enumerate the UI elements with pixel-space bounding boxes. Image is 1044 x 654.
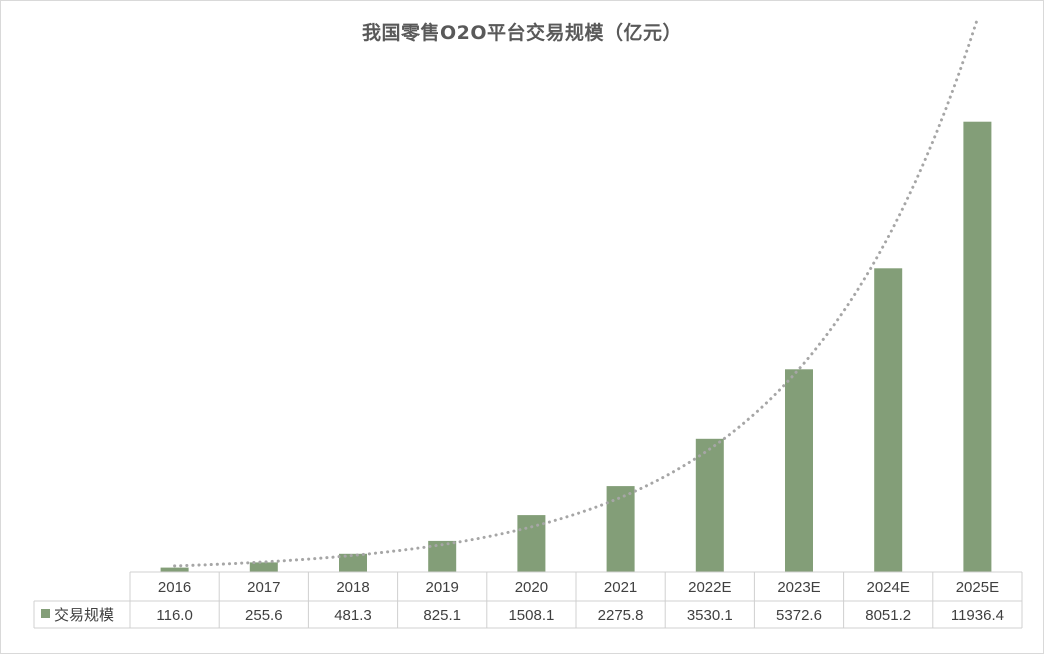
bar-2022E <box>695 438 724 572</box>
data-label: 8051.2 <box>865 607 911 624</box>
bars-layer <box>160 121 992 572</box>
bar-2024E <box>874 268 903 572</box>
bar-2021 <box>606 486 635 572</box>
data-label: 5372.6 <box>776 607 822 624</box>
tick-label: 2018 <box>336 579 369 596</box>
bar-2017 <box>249 562 278 572</box>
tick-label: 2023E <box>777 579 820 596</box>
data-label: 116.0 <box>156 607 192 624</box>
trendline <box>173 17 979 568</box>
data-label: 1508.1 <box>508 607 554 624</box>
bar-2020 <box>517 515 546 572</box>
data-label: 11936.4 <box>951 607 1004 624</box>
data-label: 3530.1 <box>687 607 733 624</box>
tick-label: 2022E <box>688 579 731 596</box>
data-label: 255.6 <box>245 607 283 624</box>
data-table: 2016 2017 2018 2019 2020 2021 2022E 2023E 2024E 2… <box>33 571 1023 629</box>
tick-label: 2021 <box>604 579 637 596</box>
bar-2025E <box>963 121 992 572</box>
tick-label: 2019 <box>426 579 459 596</box>
tick-label: 2017 <box>247 579 280 596</box>
legend-swatch <box>41 609 50 618</box>
data-label: 481.3 <box>334 607 372 624</box>
tick-label: 2016 <box>158 579 191 596</box>
chart-title: 我国零售O2O平台交易规模（亿元） <box>361 22 683 44</box>
tick-label: 2020 <box>515 579 548 596</box>
data-label: 825.1 <box>423 607 461 624</box>
legend-label: 交易规模 <box>54 606 114 624</box>
bar-2018 <box>339 553 367 572</box>
bar-2016 <box>160 567 189 572</box>
data-label: 2275.8 <box>598 607 644 624</box>
tick-label: 2024E <box>867 579 910 596</box>
bar-2023E <box>785 369 813 572</box>
tick-label: 2025E <box>956 579 999 596</box>
